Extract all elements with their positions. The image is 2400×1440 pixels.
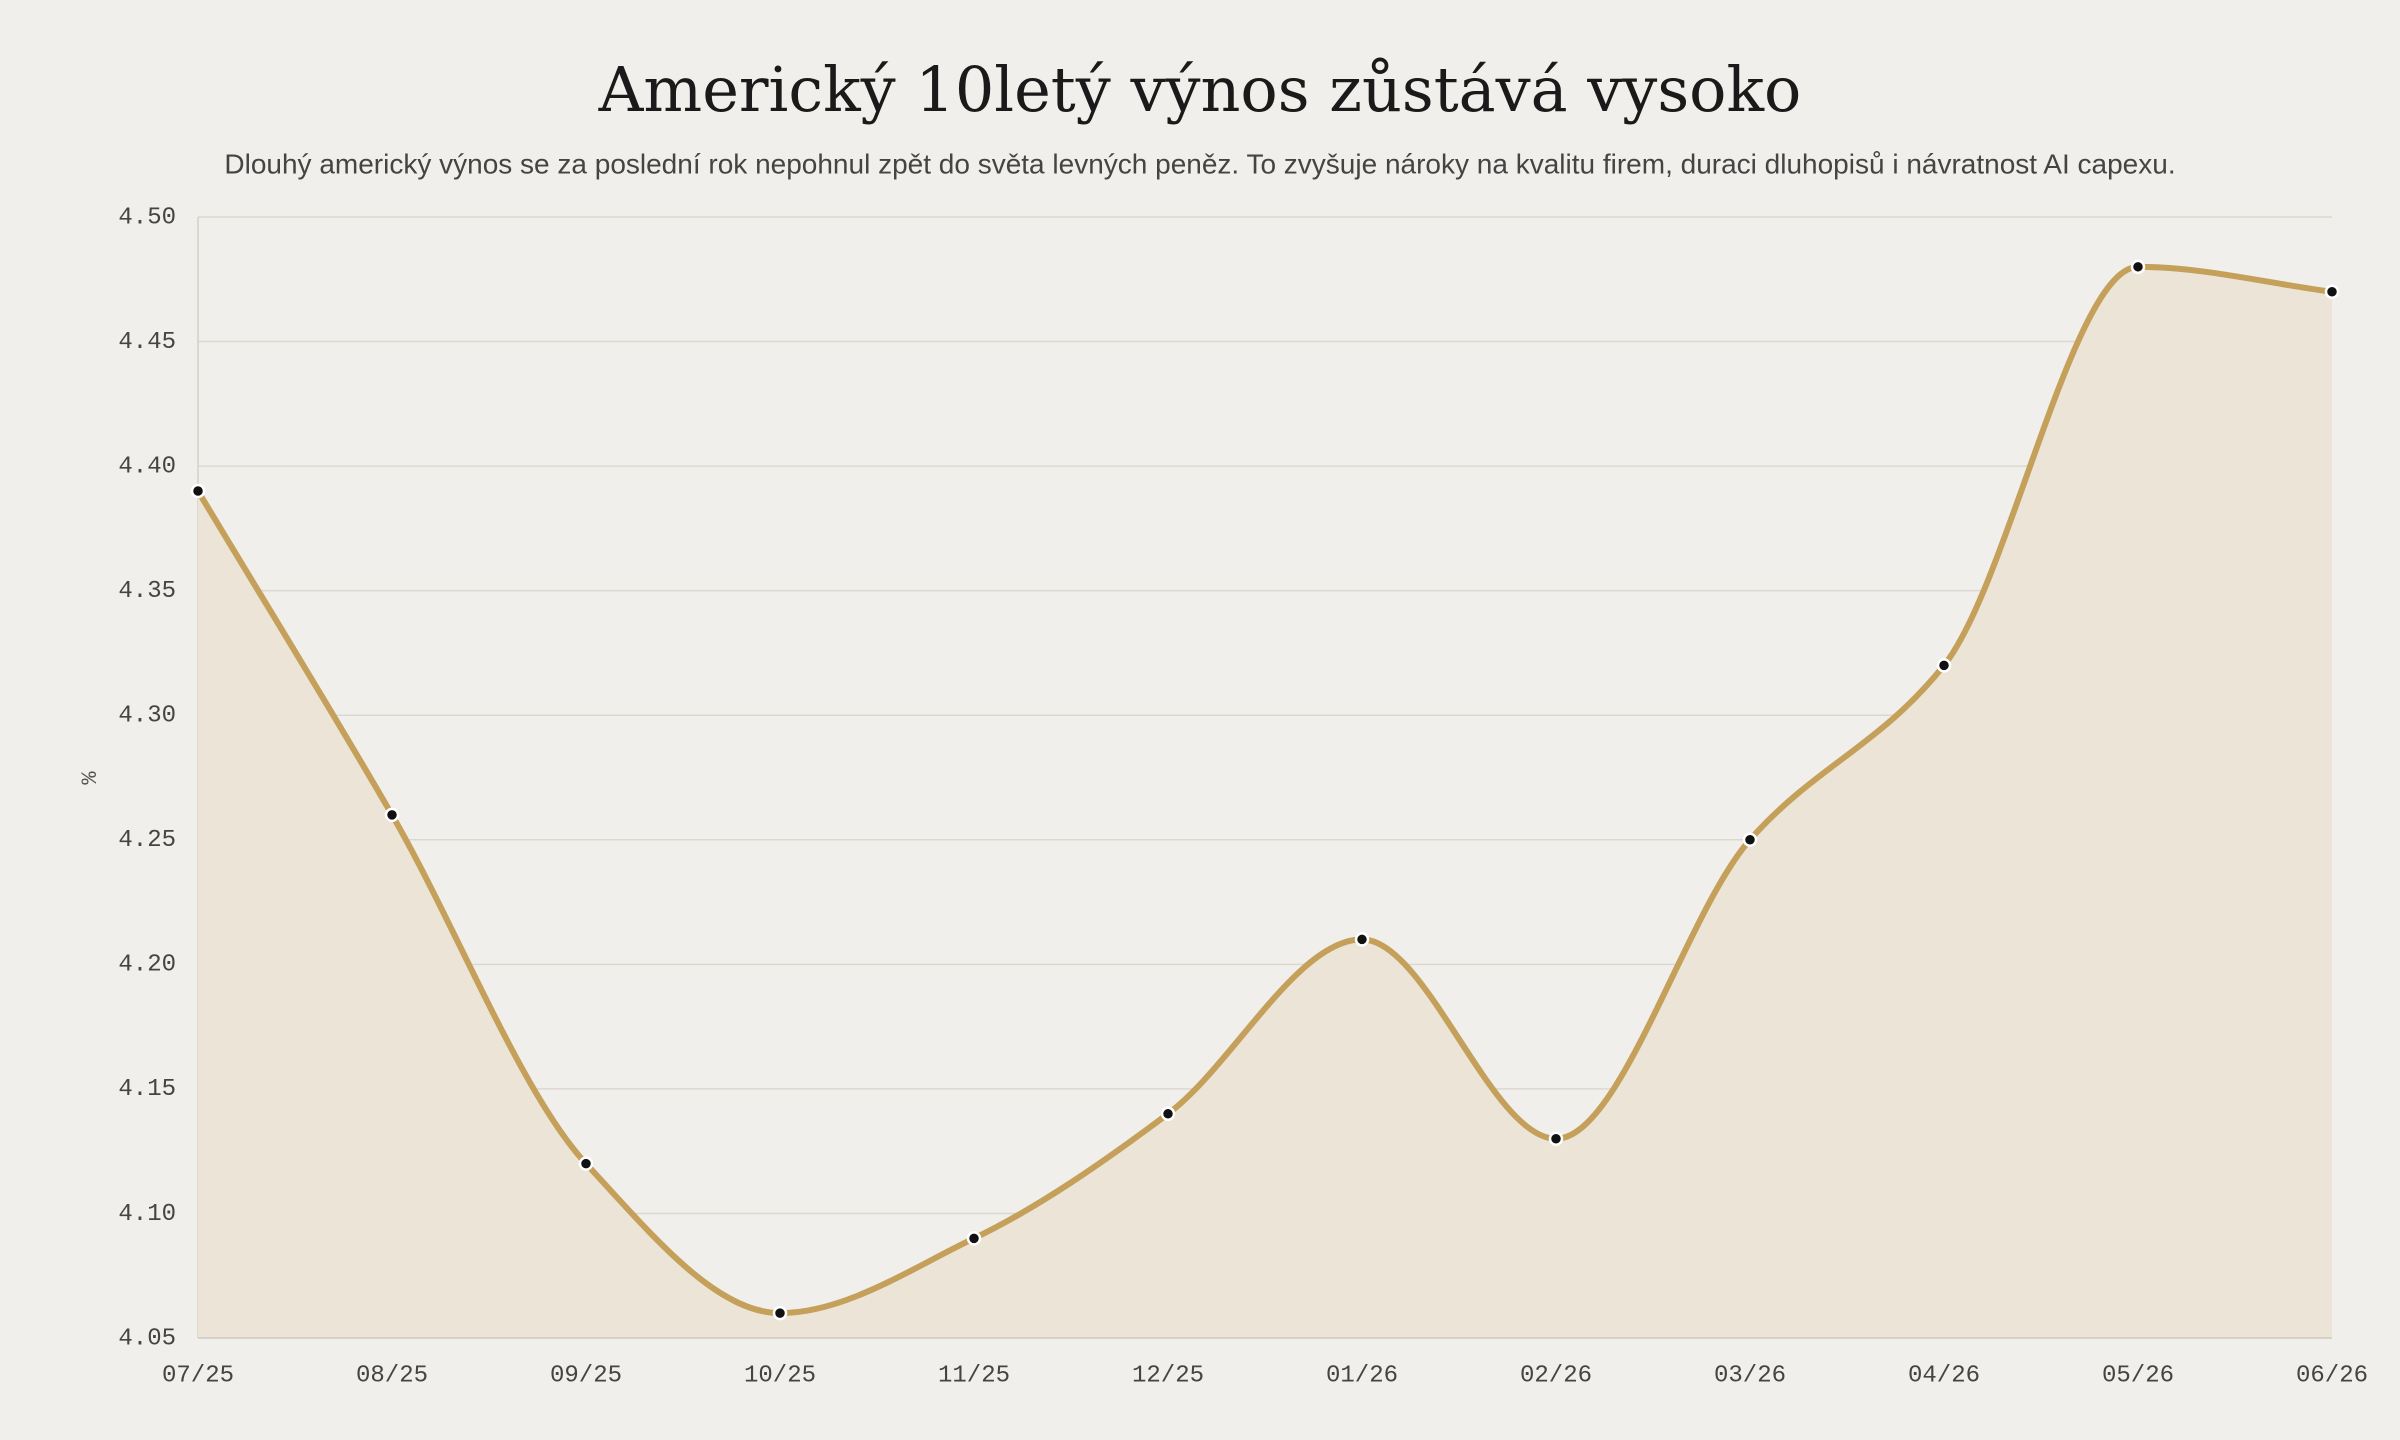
y-tick-label: 4.40	[118, 453, 176, 480]
y-tick-label: 4.35	[118, 578, 176, 605]
x-tick-label: 12/25	[1132, 1362, 1204, 1389]
y-tick-label: 4.20	[118, 952, 176, 979]
point	[2130, 259, 2146, 275]
y-tick-label: 4.10	[118, 1201, 176, 1228]
point	[1548, 1131, 1564, 1146]
point	[772, 1305, 788, 1321]
x-tick-label: 05/26	[2102, 1362, 2174, 1389]
y-axis-label: %	[78, 771, 103, 785]
x-tick-label: 01/26	[1326, 1362, 1398, 1389]
point	[1160, 1106, 1176, 1122]
chart-subtitle: Dlouhý americký výnos se za poslední rok…	[224, 148, 2175, 179]
x-tick-label: 11/25	[938, 1362, 1010, 1389]
point	[578, 1156, 594, 1171]
point	[384, 807, 400, 823]
line	[195, 263, 2333, 1317]
point	[2324, 284, 2340, 299]
x-tick-label: 08/25	[356, 1362, 428, 1389]
y-tick-label: 4.50	[118, 204, 176, 231]
x-tick-label: 09/25	[550, 1362, 622, 1389]
y-tick-label: 4.45	[118, 329, 176, 356]
x-tick-label: 03/26	[1714, 1362, 1786, 1389]
y-tick-label: 4.30	[118, 703, 176, 730]
x-tick-label: 06/26	[2296, 1362, 2368, 1389]
point	[190, 483, 206, 499]
point	[1742, 832, 1758, 848]
point	[966, 1231, 982, 1246]
x-tick-label: 07/25	[162, 1362, 234, 1389]
x-tick-label: 02/26	[1520, 1362, 1592, 1389]
point	[1936, 658, 1952, 673]
y-tick-label: 4.15	[118, 1076, 176, 1103]
x-tick-label: 04/26	[1908, 1362, 1980, 1389]
point	[1354, 932, 1370, 947]
chart-title: Americký 10letý výnos zůstává vysoko	[598, 53, 1802, 126]
area	[198, 266, 2332, 1338]
y-tick-label: 4.05	[118, 1325, 176, 1352]
x-tick-label: 10/25	[744, 1362, 816, 1389]
y-tick-label: 4.25	[118, 827, 176, 854]
